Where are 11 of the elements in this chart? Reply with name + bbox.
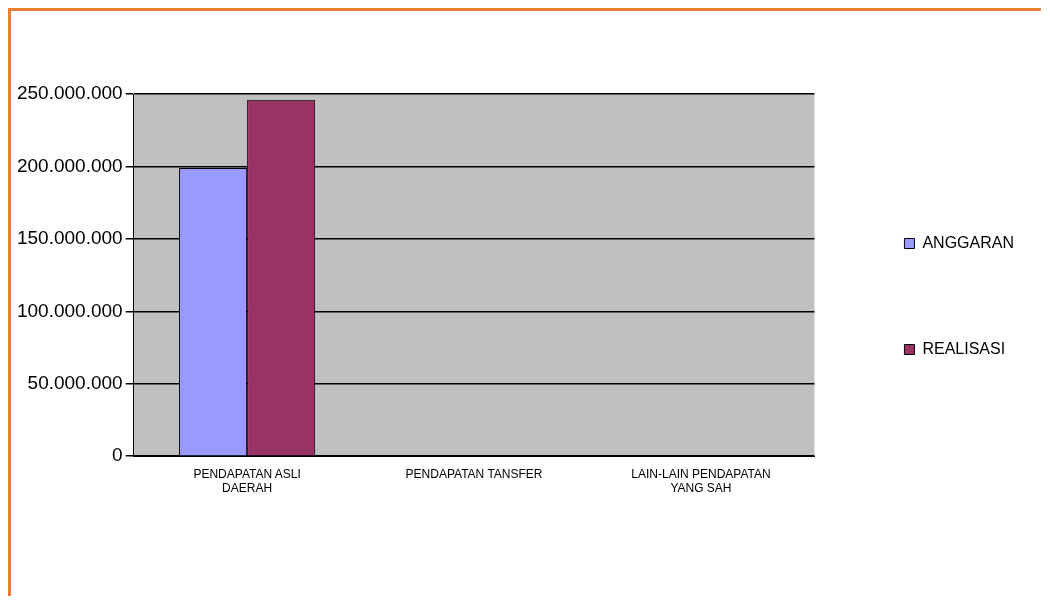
y-tick-label: 200.000.000 bbox=[16, 154, 123, 176]
y-tick-label: 50.000.000 bbox=[27, 371, 123, 393]
y-tick-label: 150.000.000 bbox=[16, 227, 123, 249]
x-tick-label: LAIN-LAIN PENDAPATAN YANG SAH bbox=[631, 466, 771, 496]
y-tick-label: 0 bbox=[112, 444, 123, 466]
legend-label: ANGGARAN bbox=[922, 233, 1015, 251]
x-tick-label: PENDAPATAN TANSFER bbox=[405, 466, 543, 481]
y-tick-label: 250.000.000 bbox=[16, 82, 123, 104]
legend-label: REALISASI bbox=[922, 339, 1006, 357]
x-tick-label: PENDAPATAN ASLI DAERAH bbox=[193, 466, 301, 496]
y-tick-label: 100.000.000 bbox=[16, 299, 123, 321]
